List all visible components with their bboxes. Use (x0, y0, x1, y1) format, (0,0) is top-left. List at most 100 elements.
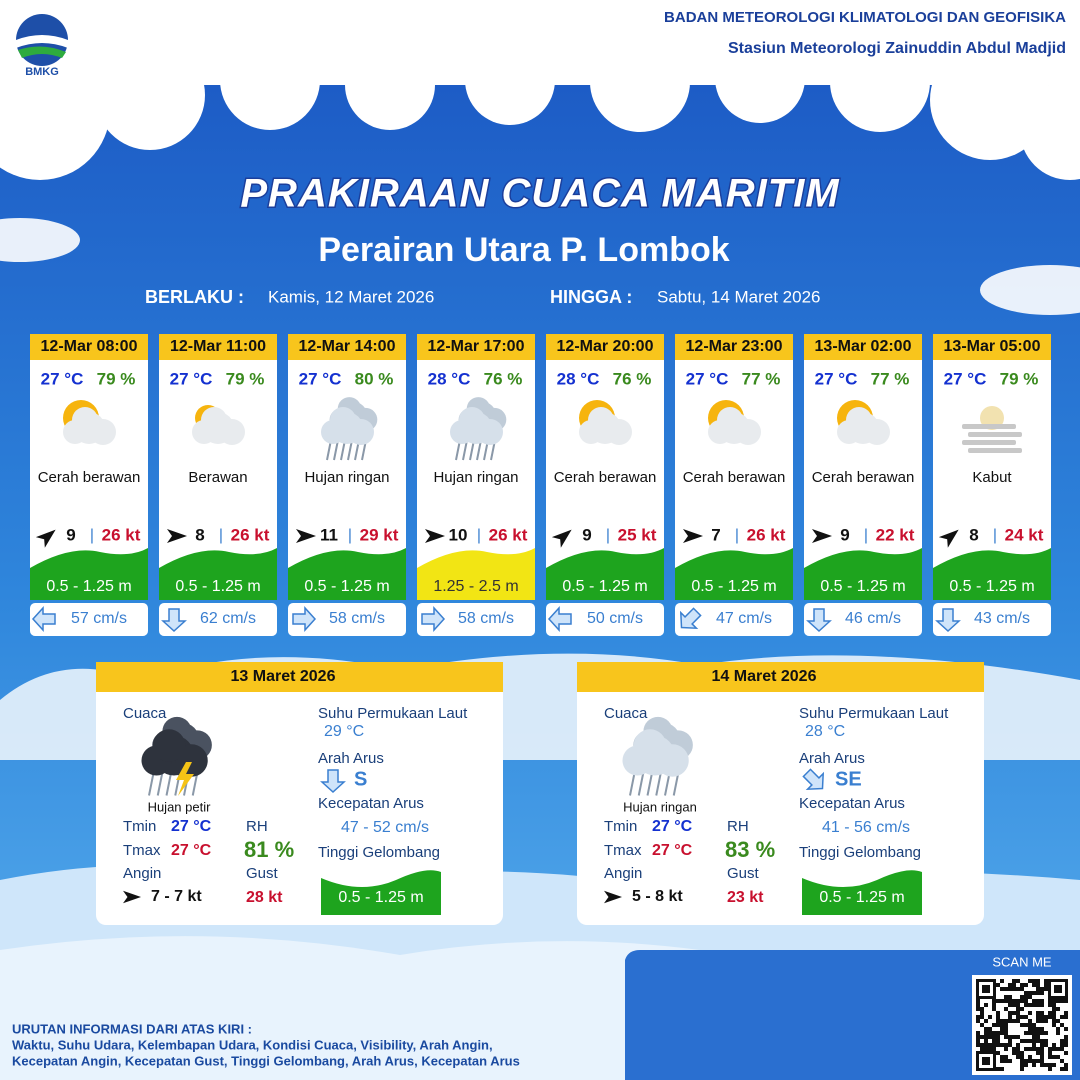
qr-cell (992, 1039, 996, 1043)
cloud-shape (846, 407, 872, 433)
qr-cell (1024, 995, 1028, 999)
card-header (417, 334, 535, 360)
qr-cell (1004, 1059, 1008, 1063)
qr-cell (1008, 995, 1012, 999)
daily-current-arrow (320, 769, 346, 794)
wave-band (933, 548, 1051, 600)
qr-cell (1024, 1023, 1028, 1027)
forecast-card (675, 334, 793, 600)
qr-cell (984, 1047, 988, 1051)
cloud-shape (152, 729, 186, 762)
daily-current-arrow (802, 768, 825, 791)
qr-cell (1028, 1003, 1032, 1007)
qr-cell (1004, 1043, 1008, 1047)
qr-cell (1016, 999, 1020, 1003)
forecast-time: 13-Mar 05:00 (944, 338, 1041, 355)
daily-wind: 7 - 7 kt (151, 888, 202, 905)
qr-cell (996, 999, 1000, 1003)
separator: | (606, 527, 610, 544)
qr-cell (1008, 1003, 1012, 1007)
forecast-rh: 77 % (871, 369, 910, 388)
qr-cell (1008, 1011, 1012, 1015)
qr-cell (1020, 1051, 1024, 1055)
qr-cell (1040, 1063, 1044, 1067)
tmax: 27 °C (652, 842, 693, 859)
qr-cell (1064, 1039, 1068, 1043)
qr-cell (1036, 1011, 1040, 1015)
current-box (933, 603, 1051, 636)
forecast-wind: 9 (840, 525, 849, 544)
qr-cell (984, 1027, 988, 1031)
qr-cell (1064, 1043, 1068, 1047)
qr-cell (1028, 979, 1032, 983)
qr-cell (1048, 1015, 1052, 1019)
fog-line (962, 440, 1016, 445)
forecast-temp: 27 °C (944, 369, 987, 388)
qr-cell (1012, 1051, 1016, 1055)
card-header (933, 334, 1051, 360)
qr-cell (1056, 1055, 1060, 1059)
forecast-condition: Kabut (972, 469, 1012, 486)
forecast-gust: 26 kt (231, 525, 270, 544)
tmin-label: Tmin (123, 818, 156, 835)
qr-cell (1060, 999, 1064, 1003)
separator: | (219, 527, 223, 544)
qr-cell (1060, 1047, 1064, 1051)
weather-icon (579, 400, 632, 445)
cloud-shape (330, 407, 356, 433)
current-box (417, 603, 535, 636)
forecast-gust: 26 kt (747, 525, 786, 544)
qr-cell (1024, 1059, 1028, 1063)
qr-cell (1052, 1019, 1056, 1023)
qr-cell (1000, 979, 1004, 983)
wave-band (288, 548, 406, 600)
qr-cell (1020, 1063, 1024, 1067)
qr-cell (1036, 1035, 1040, 1039)
weather-icon (962, 406, 1022, 453)
qr-cell (980, 1043, 984, 1047)
qr-cell (1048, 1051, 1052, 1055)
qr-cell (1016, 1051, 1020, 1055)
qr-cell (1024, 1031, 1028, 1035)
forecast-wave: 1.25 - 2.5 m (433, 578, 518, 595)
qr-cell (1032, 1027, 1036, 1031)
qr-cell (1004, 1023, 1008, 1027)
daily-header (577, 662, 984, 692)
qr-cell (980, 1015, 984, 1019)
qr-cell (984, 1019, 988, 1023)
qr-cell (1036, 1051, 1040, 1055)
qr-cell (1024, 1047, 1028, 1051)
qr-cell (1020, 987, 1024, 991)
current-arrow (421, 606, 446, 632)
qr-cell (1056, 1007, 1060, 1011)
daily-condition: Hujan petir (148, 799, 212, 814)
qr-cell (1032, 979, 1036, 983)
qr-cell (1028, 1011, 1032, 1015)
forecast-time: 12-Mar 20:00 (557, 338, 654, 355)
qr-cell (1036, 1027, 1040, 1031)
forecast-temp: 27 °C (41, 369, 84, 388)
qr-cell (1032, 1047, 1036, 1051)
rain (462, 439, 468, 461)
rain (333, 439, 339, 461)
wave-label: Tinggi Gelombang (318, 844, 440, 861)
qr-cell (1016, 1055, 1020, 1059)
daily-wind-arrow (123, 890, 141, 904)
qr-cell (1020, 999, 1024, 1003)
qr-cell (1012, 1019, 1016, 1023)
qr-cell (1036, 979, 1040, 983)
wave-label: Tinggi Gelombang (799, 844, 921, 861)
qr-cell (984, 1031, 988, 1035)
validity-to: Sabtu, 14 Maret 2026 (657, 287, 821, 306)
qr-cell (1008, 999, 1012, 1003)
forecast-time: 12-Mar 08:00 (41, 338, 138, 355)
qr-cell (1016, 1043, 1020, 1047)
qr-cell (1020, 983, 1024, 987)
top-clouds (0, 0, 1080, 180)
qr-cell (1016, 1011, 1020, 1015)
qr-cell (1056, 1031, 1060, 1035)
qr-cell (1044, 1019, 1048, 1023)
weather-icon (192, 405, 245, 445)
wind-arrow (35, 529, 56, 548)
